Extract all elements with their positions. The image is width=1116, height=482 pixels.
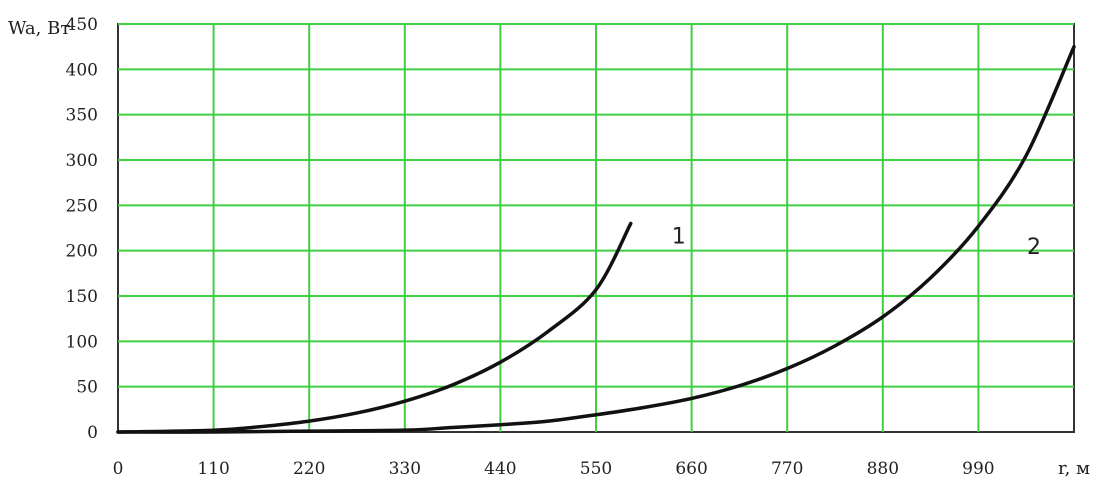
series-line-1	[116, 221, 633, 434]
x-tick-label: 330	[389, 459, 421, 479]
x-tick-label: 0	[113, 459, 124, 479]
x-axis-label: r, м	[1058, 458, 1090, 479]
x-tick-label: 440	[484, 459, 516, 479]
x-tick-label: 550	[580, 459, 612, 479]
x-tick-label: 660	[675, 459, 707, 479]
x-tick-label: 220	[293, 459, 325, 479]
series-line-2	[116, 44, 1076, 434]
x-tick-label: 990	[962, 459, 994, 479]
y-axis-ticks: 0 50 100 150 200 250 300 350 400 450	[66, 15, 98, 443]
x-tick-label: 110	[197, 459, 229, 479]
y-tick-label: 250	[66, 196, 98, 216]
series-label-2: 2	[1027, 235, 1041, 260]
y-tick-label: 50	[76, 378, 98, 398]
y-axis-label: Wa, Вт	[8, 18, 70, 39]
y-tick-label: 200	[66, 242, 98, 262]
y-tick-label: 350	[66, 106, 98, 126]
y-tick-label: 150	[66, 287, 98, 307]
y-tick-label: 0	[87, 423, 98, 443]
y-tick-label: 300	[66, 151, 98, 171]
x-tick-label: 880	[867, 459, 899, 479]
y-tick-label: 400	[66, 60, 98, 80]
grid	[118, 23, 1074, 432]
x-tick-label: 770	[771, 459, 803, 479]
y-tick-label: 100	[66, 332, 98, 352]
series-label-1: 1	[672, 224, 686, 249]
x-axis-ticks: 0 110 220 330 440 550 660 770 880 990	[113, 459, 995, 479]
y-tick-label: 450	[66, 15, 98, 35]
